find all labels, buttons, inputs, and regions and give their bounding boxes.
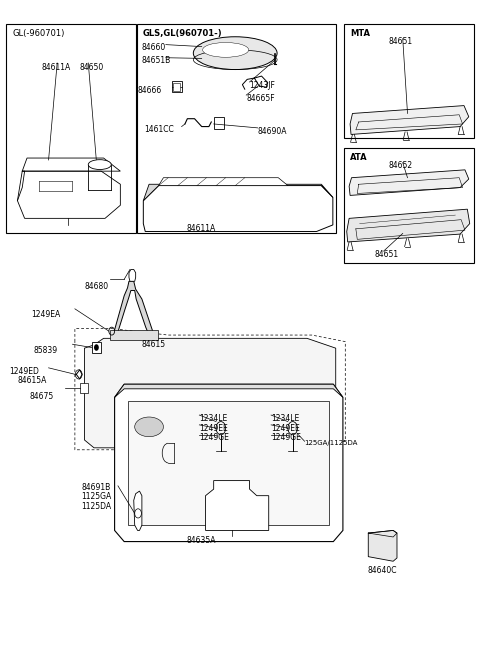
Text: 84615: 84615 [142, 340, 166, 349]
Polygon shape [158, 177, 288, 185]
Text: 84690A: 84690A [258, 127, 287, 135]
Polygon shape [134, 491, 142, 530]
Text: 84691B: 84691B [81, 483, 110, 491]
Text: 84650: 84650 [80, 63, 104, 72]
Text: GLS,GL(960701-): GLS,GL(960701-) [143, 29, 222, 38]
Text: GL(-960701): GL(-960701) [12, 29, 64, 38]
Text: 84635A: 84635A [186, 536, 216, 545]
Text: 125GA/1125DA: 125GA/1125DA [305, 440, 358, 446]
Polygon shape [350, 106, 469, 135]
Polygon shape [115, 384, 343, 541]
Text: 1249EE: 1249EE [271, 424, 300, 432]
Text: 84666: 84666 [138, 86, 162, 95]
Ellipse shape [193, 37, 277, 70]
Text: ATA: ATA [350, 154, 368, 162]
Text: 1461CC: 1461CC [144, 125, 174, 134]
Text: 1125GA: 1125GA [81, 492, 111, 501]
Text: 1125DA: 1125DA [81, 502, 111, 511]
Text: MTA: MTA [350, 29, 370, 38]
Text: 84611A: 84611A [186, 223, 216, 233]
Text: 1234LE: 1234LE [199, 414, 228, 422]
Text: 84615A: 84615A [17, 376, 47, 386]
Polygon shape [128, 401, 328, 525]
Text: 84665F: 84665F [246, 94, 275, 102]
Text: 84680: 84680 [84, 282, 108, 291]
Polygon shape [349, 170, 469, 195]
Polygon shape [368, 530, 397, 561]
Bar [6, 24, 136, 233]
Text: 84651: 84651 [388, 37, 412, 46]
Polygon shape [84, 338, 336, 448]
Text: 1234LE: 1234LE [271, 414, 300, 422]
Polygon shape [115, 384, 343, 397]
Bar [172, 81, 181, 93]
Polygon shape [113, 281, 155, 335]
Ellipse shape [88, 160, 111, 170]
Text: 1249GE: 1249GE [199, 434, 229, 442]
Text: 84651B: 84651B [142, 57, 171, 66]
Bar [214, 118, 224, 129]
Text: 1249GE: 1249GE [271, 434, 301, 442]
Text: 84640C: 84640C [367, 566, 397, 575]
Text: 84652: 84652 [388, 162, 412, 170]
Text: 84611A: 84611A [41, 63, 71, 72]
Text: 84660: 84660 [142, 43, 166, 53]
Polygon shape [205, 481, 269, 530]
Text: 1249EE: 1249EE [199, 424, 228, 432]
Polygon shape [129, 269, 136, 281]
Polygon shape [144, 185, 333, 231]
Circle shape [94, 344, 99, 351]
Polygon shape [144, 184, 333, 200]
Text: 1249ED: 1249ED [9, 367, 39, 376]
Bar [110, 330, 157, 340]
Bar [92, 342, 101, 353]
Text: 1243JF: 1243JF [250, 81, 276, 89]
Polygon shape [347, 209, 470, 242]
Bar [80, 383, 88, 393]
Text: 84651: 84651 [374, 250, 398, 259]
Ellipse shape [135, 417, 163, 437]
Bar [137, 24, 336, 233]
Bar [173, 83, 180, 91]
Text: 85839: 85839 [33, 346, 58, 355]
Bar [344, 148, 474, 263]
Text: 84675: 84675 [29, 392, 54, 401]
Ellipse shape [203, 43, 249, 57]
Text: 1249EA: 1249EA [31, 310, 60, 319]
Bar [344, 24, 474, 139]
